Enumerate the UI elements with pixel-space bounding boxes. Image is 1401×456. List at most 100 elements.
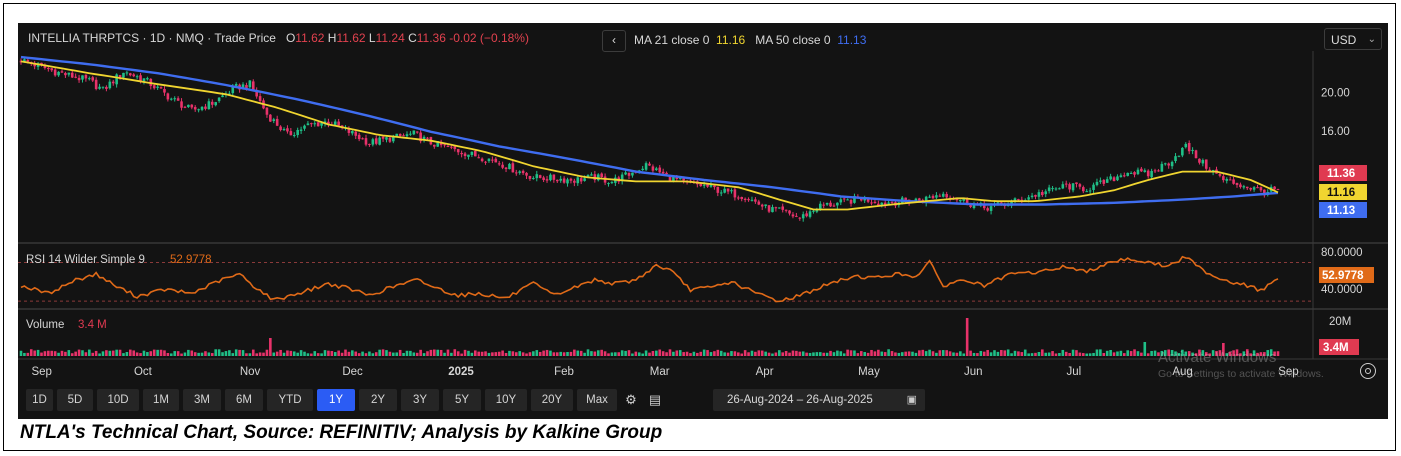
volume-bar [1187, 351, 1191, 356]
candle-body [176, 98, 180, 101]
volume-bar [822, 352, 826, 356]
tab-1y[interactable]: 1Y [317, 389, 355, 411]
candle-body [658, 167, 662, 173]
candle-body [173, 98, 177, 100]
candle-body [81, 75, 84, 80]
tab-2y[interactable]: 2Y [359, 389, 397, 411]
volume-bar [467, 350, 470, 356]
volume-bar [43, 351, 47, 356]
volume-bar [118, 349, 122, 356]
candle-body [508, 163, 511, 170]
tab-10d[interactable]: 10D [97, 389, 139, 411]
volume-bar [938, 350, 942, 356]
volume-bar [877, 349, 880, 356]
volume-bar [972, 352, 976, 356]
candle-body [1017, 199, 1020, 201]
candle-body [501, 164, 504, 168]
settings-gear-icon[interactable] [1360, 363, 1376, 379]
candle-body [272, 119, 276, 122]
candle-body [1013, 198, 1017, 202]
volume-bar [948, 351, 952, 356]
candle-body [388, 137, 392, 142]
candle-body [730, 190, 733, 192]
tab-1d[interactable]: 1D [26, 389, 53, 411]
tab-max[interactable]: Max [577, 389, 617, 411]
volume-bar [791, 350, 795, 356]
candle-body [1030, 195, 1034, 198]
volume-bar [152, 349, 156, 356]
candle-body [590, 174, 593, 176]
candle-body [716, 186, 720, 193]
table-icon[interactable]: ▤ [648, 392, 662, 407]
volume-bar [340, 352, 344, 356]
date-range-picker[interactable]: 26-Aug-2024 – 26-Aug-2025 ▣ [713, 389, 925, 411]
tab-1m[interactable]: 1M [143, 389, 179, 411]
volume-bar [596, 350, 600, 356]
x-tick-label: Jun [964, 366, 983, 378]
candle-body [108, 81, 112, 89]
candle-body [1245, 186, 1249, 189]
tab-3y[interactable]: 3Y [401, 389, 439, 411]
volume-bar [853, 350, 856, 356]
volume-bar [839, 351, 843, 356]
tab-5y[interactable]: 5Y [443, 389, 481, 411]
volume-bar [996, 351, 1000, 356]
figure-caption: NTLA's Technical Chart, Source: REFINITI… [20, 422, 663, 443]
candle-body [931, 195, 935, 199]
volume-bar [682, 352, 685, 356]
candle-body [1222, 176, 1225, 181]
tab-5d[interactable]: 5D [57, 389, 93, 411]
candle-body [699, 183, 703, 187]
volume-bar [692, 351, 696, 356]
candle-body [392, 136, 395, 142]
candle-body [928, 196, 931, 198]
price-tag [1319, 202, 1367, 218]
volume-bar [286, 350, 289, 356]
volume-bar [1017, 351, 1020, 356]
tab-6m[interactable]: 6M [225, 389, 263, 411]
volume-bar [443, 352, 446, 356]
settings-icon[interactable]: ⚙ [625, 392, 637, 407]
volume-bar [1020, 352, 1024, 356]
volume-bar [207, 352, 211, 356]
volume-bar [269, 338, 272, 356]
candle-body [1239, 184, 1242, 188]
volume-bar [316, 353, 320, 356]
currency-dropdown[interactable]: USD ⌄ [1324, 28, 1382, 50]
candle-body [1201, 160, 1205, 164]
volume-bar [176, 351, 180, 356]
rsi-tick-label: 80.0000 [1321, 247, 1363, 259]
volume-bar [1027, 353, 1030, 356]
candle-body [159, 87, 163, 89]
price-tag [1319, 165, 1367, 181]
candle-body [1054, 188, 1058, 190]
candle-body [723, 188, 726, 193]
candle-body [866, 197, 870, 202]
tab-20y[interactable]: 20Y [531, 389, 573, 411]
tab-3m[interactable]: 3M [183, 389, 221, 411]
candle-body [436, 141, 440, 147]
volume-bar [1218, 350, 1222, 356]
tab-10y[interactable]: 10Y [485, 389, 527, 411]
candle-body [453, 146, 457, 150]
volume-bar [173, 351, 177, 356]
volume-bar [849, 350, 853, 356]
volume-bar [453, 349, 457, 356]
candle-body [258, 96, 262, 101]
chevron-left-icon[interactable]: ‹ [602, 30, 626, 52]
volume-bar [53, 351, 57, 356]
volume-bar [552, 352, 556, 356]
volume-bar [183, 352, 187, 356]
candle-body [166, 93, 170, 100]
candle-body [470, 151, 474, 155]
tab-ytd[interactable]: YTD [267, 389, 313, 411]
candle-body [1122, 175, 1126, 177]
volume-bar [952, 352, 955, 356]
volume-bar [88, 349, 91, 356]
candle-body [125, 72, 129, 74]
volume-bar [388, 351, 392, 356]
candle-body [774, 207, 778, 209]
candle-body [853, 195, 856, 203]
volume-bar [982, 351, 986, 356]
volume-bar [593, 351, 597, 356]
